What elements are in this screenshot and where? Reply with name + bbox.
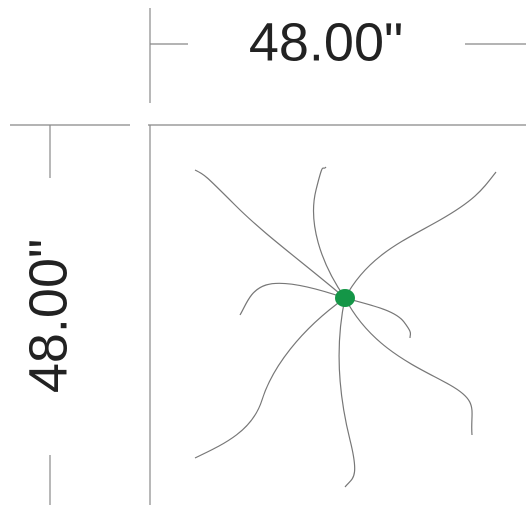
strands <box>194 166 497 488</box>
strand <box>344 297 412 339</box>
height-label: 48.00" <box>18 239 78 393</box>
strand <box>194 169 346 299</box>
strand <box>312 166 346 299</box>
width-label: 48.00" <box>249 12 403 72</box>
strand <box>239 282 346 316</box>
strand <box>338 297 356 488</box>
center-node <box>335 289 355 307</box>
strand <box>344 297 473 436</box>
strand <box>344 171 497 299</box>
strand <box>194 297 346 459</box>
